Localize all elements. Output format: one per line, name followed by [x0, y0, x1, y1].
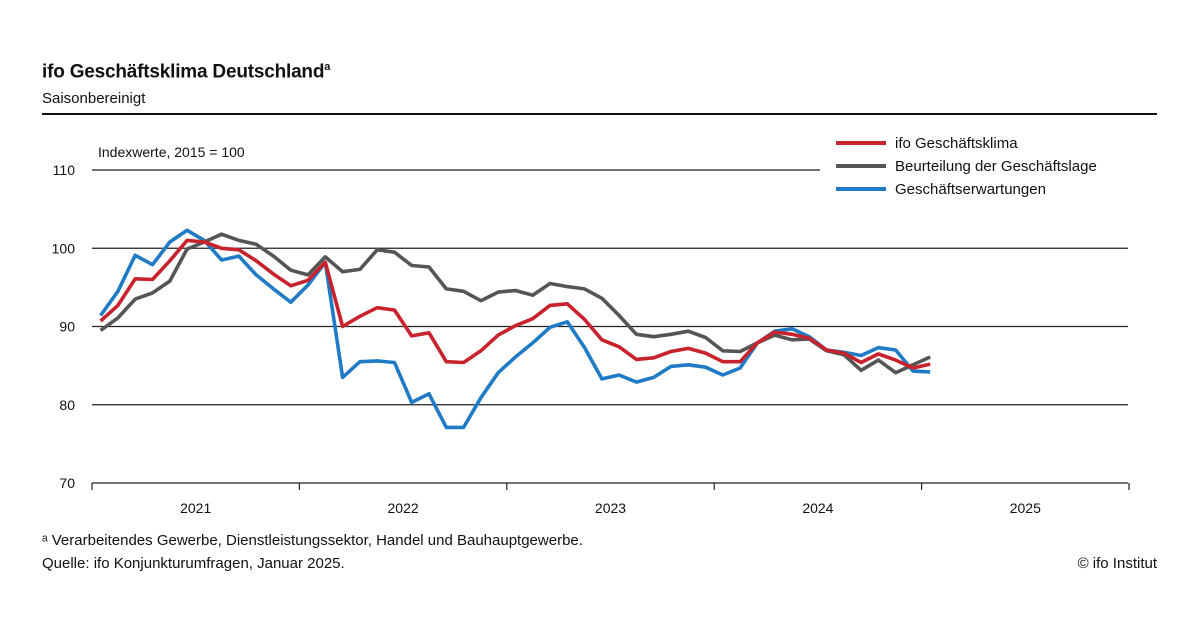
- source-note: Quelle: ifo Konjunkturumfragen, Januar 2…: [42, 555, 345, 572]
- legend-label: Geschäftserwartungen: [895, 181, 1046, 198]
- unit-label: Indexwerte, 2015 = 100: [98, 144, 245, 160]
- x-tick-label: 2022: [388, 500, 419, 516]
- x-tick-label: 2023: [595, 500, 626, 516]
- series-line: [99, 228, 931, 430]
- chart-subtitle: Saisonbereinigt: [42, 90, 146, 107]
- x-tick-label: 2025: [1010, 500, 1041, 516]
- title-footnote-mark: a: [324, 61, 331, 73]
- x-tick-label: 2024: [802, 500, 833, 516]
- series-line: [99, 238, 931, 370]
- y-tick-label: 90: [59, 319, 75, 335]
- legend-label: Beurteilung der Geschäftslage: [895, 158, 1097, 175]
- footnote: ᵃ Verarbeitendes Gewerbe, Dienstleistung…: [42, 532, 583, 549]
- y-tick-label: 80: [59, 397, 75, 413]
- legend-label: ifo Geschäftsklima: [895, 135, 1018, 152]
- y-tick-label: 70: [59, 475, 75, 491]
- x-tick-label: 2021: [180, 500, 211, 516]
- chart-title: ifo Geschäftsklima Deutschlanda: [42, 61, 330, 83]
- series-line: [99, 232, 931, 375]
- y-tick-label: 100: [52, 240, 76, 256]
- chart-title-text: ifo Geschäftsklima Deutschland: [42, 61, 325, 83]
- copyright: © ifo Institut: [1077, 555, 1157, 572]
- y-tick-label: 110: [53, 162, 76, 178]
- header-rule: [42, 113, 1157, 115]
